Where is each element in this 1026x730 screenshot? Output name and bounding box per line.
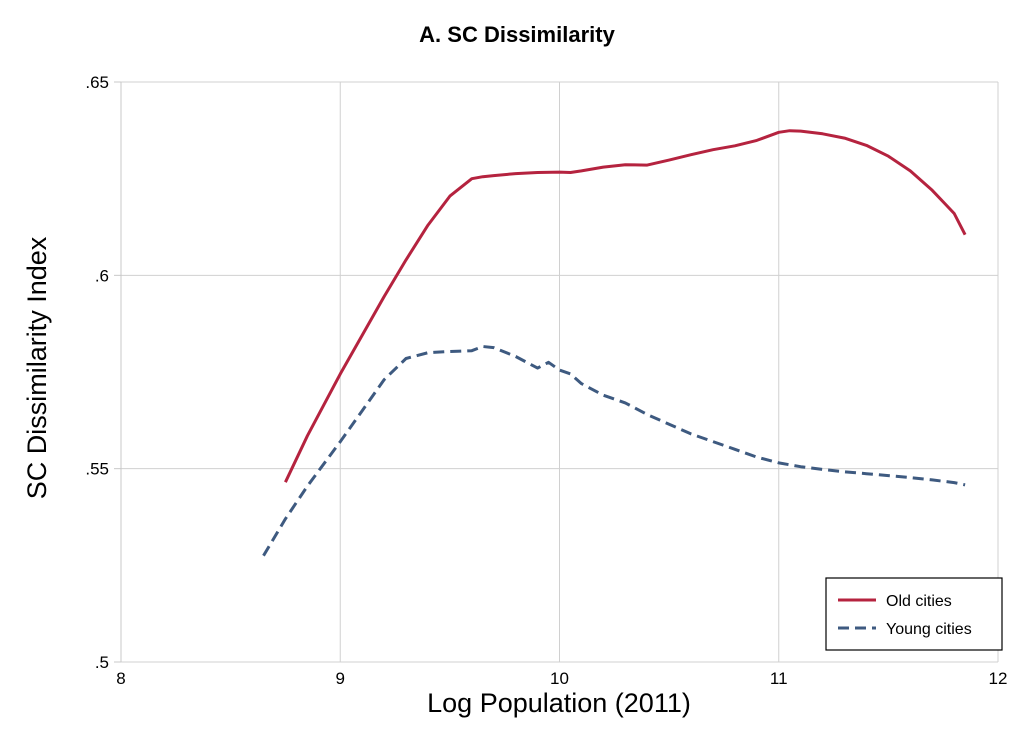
y-tick-label: .55 (85, 460, 109, 479)
series-line-young-cities (262, 345, 966, 557)
x-axis-ticks: 8 9 10 11 12 (116, 669, 1007, 688)
x-tick-label: 10 (550, 669, 569, 688)
series-line-old-cities (284, 129, 967, 483)
chart-title: A. SC Dissimilarity (419, 22, 615, 47)
legend-label-old-cities: Old cities (886, 593, 952, 610)
y-tick-label: .65 (85, 73, 109, 92)
legend-label-young-cities: Young cities (886, 621, 972, 638)
x-tick-label: 8 (116, 669, 125, 688)
y-tick-label: .5 (95, 653, 109, 672)
y-axis-label: SC Dissimilarity Index (22, 236, 52, 499)
y-axis-ticks: .5 .55 .6 .65 (85, 73, 121, 672)
x-axis-label: Log Population (2011) (427, 688, 691, 718)
x-tick-label: 11 (770, 669, 788, 688)
legend: Old cities Young cities (825, 577, 1003, 651)
x-tick-label: 12 (989, 669, 1008, 688)
gridlines (121, 81, 999, 663)
legend-box (825, 577, 1003, 651)
series-layer (262, 129, 967, 557)
y-tick-label: .6 (95, 266, 109, 285)
x-tick-label: 9 (336, 669, 345, 688)
